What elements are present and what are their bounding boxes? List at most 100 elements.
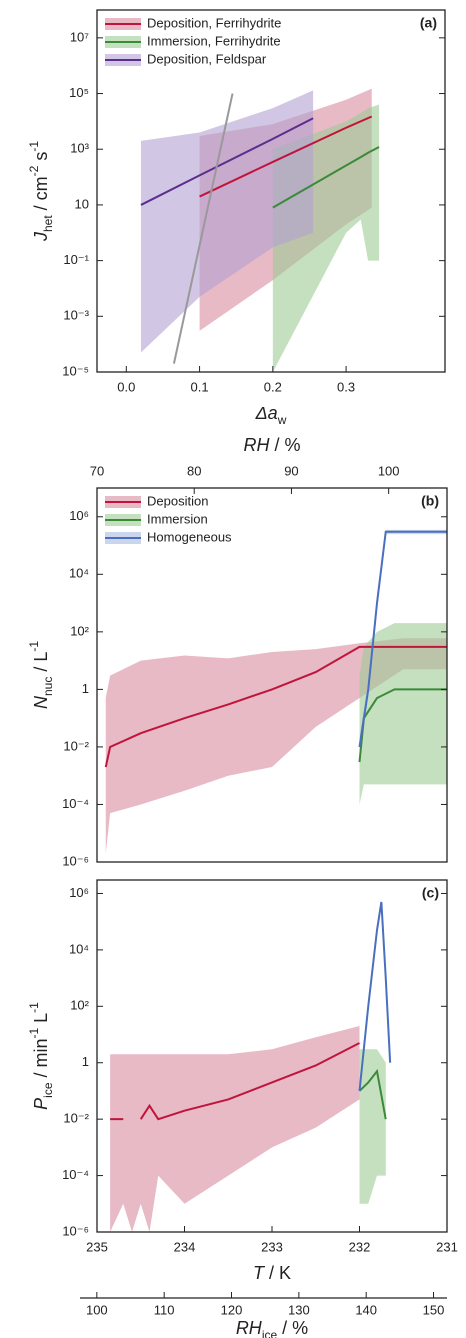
x-tick-label: 231	[436, 1239, 458, 1254]
label-part: -2	[27, 165, 41, 176]
plot-area	[110, 901, 392, 1232]
y-tick-label: 10⁻⁴	[62, 796, 89, 811]
y-tick-label: 10⁻²	[63, 1111, 89, 1126]
bottom-tick-label: 130	[288, 1302, 310, 1317]
y-tick-label: 1	[82, 681, 89, 696]
x-axis-label: Δaw	[255, 403, 287, 427]
label-part: / min	[31, 1038, 51, 1082]
y-tick-label: 10⁻⁴	[62, 1167, 89, 1182]
plot-area	[140, 88, 380, 372]
label-part: J	[31, 231, 51, 242]
label-part: w	[277, 413, 287, 427]
data-line	[358, 1068, 387, 1120]
top-tick-label: 100	[378, 463, 400, 478]
data-line	[199, 115, 373, 198]
bottom-axis-label: RHice / %	[236, 1318, 308, 1338]
y-tick-label: 10⁻²	[63, 738, 89, 753]
top-tick-label: 70	[90, 463, 104, 478]
y-tick-label: 10⁴	[69, 941, 89, 956]
y-axis-label: Nnuc / L-1	[27, 641, 55, 709]
y-tick-label: 10⁶	[69, 885, 89, 900]
label-part: Δa	[255, 403, 278, 423]
label-part: T	[253, 1263, 266, 1283]
y-tick-label: 10⁶	[69, 508, 89, 523]
bottom-tick-label: 140	[355, 1302, 377, 1317]
top-tick-label: 80	[187, 463, 201, 478]
x-tick-label: 235	[86, 1239, 108, 1254]
y-tick-label: 10²	[70, 623, 89, 638]
label-part: -1	[27, 141, 41, 152]
bottom-tick-label: 110	[154, 1302, 175, 1317]
label-part: / %	[277, 1318, 308, 1338]
data-line	[272, 146, 380, 209]
label-part: ice	[41, 1082, 55, 1098]
data-line	[358, 901, 392, 1092]
label-part: het	[41, 215, 55, 232]
bottom-tick-label: 100	[86, 1302, 108, 1317]
y-tick-label: 10⁻³	[63, 308, 89, 323]
x-tick-label: 234	[174, 1239, 196, 1254]
x-tick-label: 0.0	[117, 379, 135, 394]
plot-frame	[96, 487, 448, 863]
y-tick-label: 10⁻⁶	[62, 853, 89, 868]
x-axis-label: T / K	[253, 1263, 291, 1283]
x-tick-label: 0.1	[191, 379, 209, 394]
y-tick-label: 1	[82, 1054, 89, 1069]
label-part: -1	[27, 641, 41, 652]
legend-label: Homogeneous	[147, 529, 232, 544]
bottom-tick-label: 150	[423, 1302, 445, 1317]
y-tick-label: 10	[75, 196, 89, 211]
label-part: / %	[269, 435, 300, 455]
uncertainty-band	[110, 1026, 360, 1232]
label-part: P	[31, 1098, 51, 1110]
y-tick-label: 10²	[70, 998, 89, 1013]
data-line	[140, 117, 314, 206]
label-part: -1	[27, 1027, 41, 1038]
plot-frame	[96, 9, 446, 373]
uncertainty-band	[359, 1049, 386, 1204]
legend-label: Immersion, Ferrihydrite	[147, 33, 281, 48]
label-part: ice	[262, 1328, 278, 1338]
x-tick-label: 0.2	[264, 379, 282, 394]
label-part: nuc	[41, 677, 55, 696]
y-tick-label: 10⁵	[69, 85, 89, 100]
panel-label: (b)	[421, 493, 439, 509]
legend-label: Deposition, Ferrihydrite	[147, 15, 281, 30]
y-axis-label: Jhet / cm-2 s-1	[27, 141, 55, 242]
legend-label: Immersion	[147, 511, 208, 526]
y-tick-label: 10⁻⁶	[62, 1223, 89, 1238]
panel-label: (a)	[420, 15, 437, 31]
y-tick-label: 10⁷	[70, 29, 89, 44]
y-axis-label: Pice / min-1 L-1	[27, 1002, 55, 1110]
bottom-tick-label: 120	[221, 1302, 243, 1317]
top-tick-label: 90	[284, 463, 298, 478]
label-part: RH	[236, 1318, 263, 1338]
legend-label: Deposition	[147, 493, 208, 508]
y-tick-label: 10⁴	[69, 566, 89, 581]
panel-label: (c)	[422, 885, 439, 901]
y-tick-label: 10⁻⁵	[62, 363, 89, 378]
data-line	[358, 530, 447, 748]
x-tick-label: 232	[349, 1239, 371, 1254]
uncertainty-band	[359, 623, 447, 805]
x-tick-label: 0.3	[337, 379, 355, 394]
label-part: s	[31, 152, 51, 166]
plot-area	[104, 529, 447, 854]
x-tick-label: 233	[261, 1239, 283, 1254]
label-part: -1	[27, 1002, 41, 1013]
y-tick-label: 10⁻¹	[63, 252, 89, 267]
uncertainty-band	[140, 90, 314, 353]
label-part: L	[31, 1013, 51, 1028]
y-tick-label: 10³	[70, 141, 89, 156]
label-part: N	[31, 695, 51, 709]
data-line	[110, 1042, 360, 1121]
label-part: / cm	[31, 176, 51, 215]
data-line	[172, 93, 234, 364]
label-part: RH	[243, 435, 270, 455]
legend-label: Deposition, Feldspar	[147, 51, 267, 66]
label-part: / K	[264, 1263, 291, 1283]
data-line	[104, 645, 447, 768]
top-axis-label: RH / %	[243, 435, 300, 455]
label-part: / L	[31, 652, 51, 677]
